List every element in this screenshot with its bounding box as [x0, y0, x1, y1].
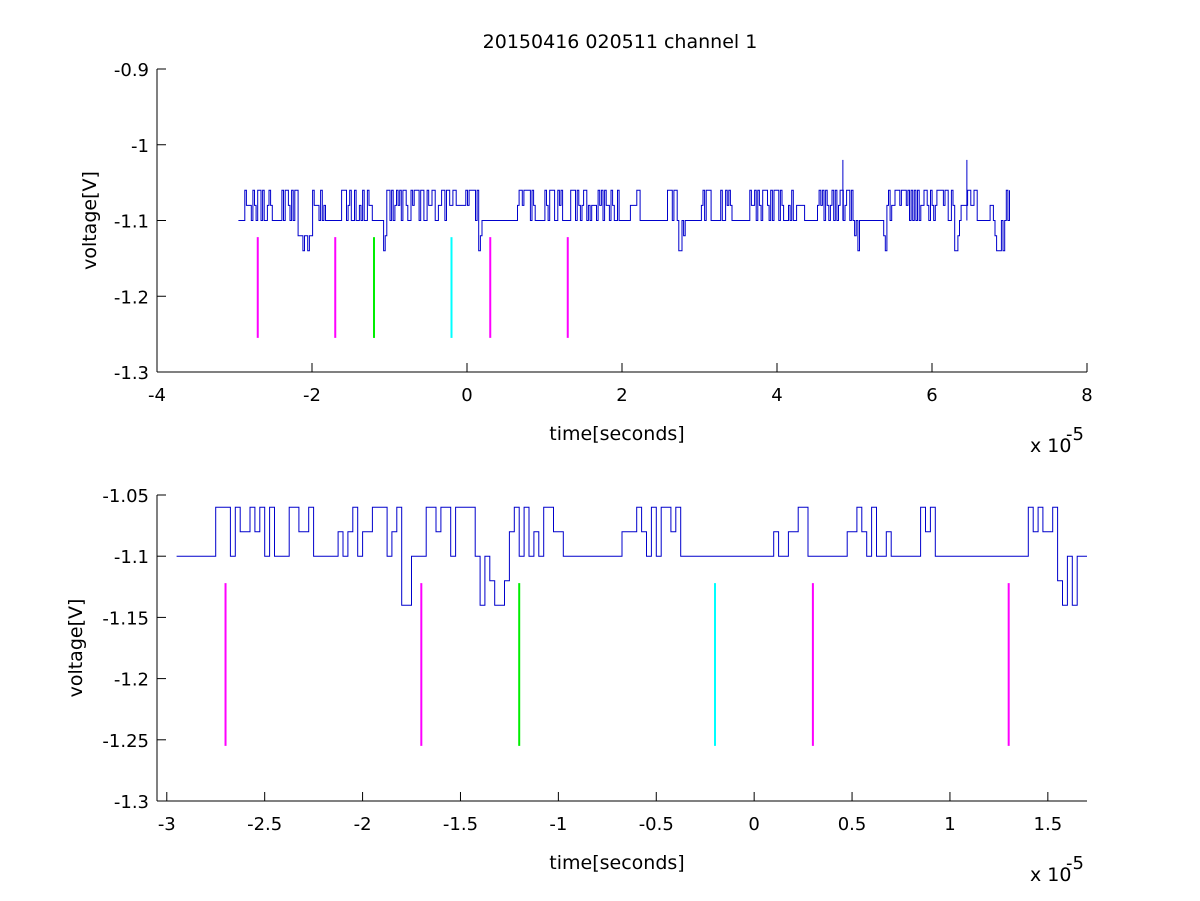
chart-title: 20150416 020511 channel 1	[483, 31, 758, 53]
x-axis-multiplier: x 10	[1030, 864, 1071, 886]
x-axis-multiplier: x 10	[1030, 435, 1071, 457]
x-tick-label: 1.5	[1034, 814, 1063, 835]
x-tick-label: 1	[944, 814, 955, 835]
x-tick-label: -0.5	[639, 814, 674, 835]
x-tick-label: 0	[748, 814, 759, 835]
x-tick-label: 0.5	[838, 814, 867, 835]
x-axis-label: time[seconds]	[549, 852, 684, 874]
y-tick-label: -1.1	[114, 547, 149, 568]
y-tick-label: -1.25	[102, 731, 149, 752]
x-tick-label: -2.5	[247, 814, 282, 835]
x-tick-label: 4	[771, 385, 782, 406]
x-tick-label: -1	[549, 814, 567, 835]
x-axis-multiplier-exponent: -5	[1066, 853, 1084, 874]
y-tick-label: -1.1	[114, 212, 149, 233]
y-tick-label: -1	[131, 136, 149, 157]
x-axis-label: time[seconds]	[549, 423, 684, 445]
y-tick-label: -1.2	[114, 287, 149, 308]
y-tick-label: -1.2	[114, 670, 149, 691]
x-axis-multiplier-exponent: -5	[1066, 424, 1084, 445]
y-axis-label: voltage[V]	[65, 599, 87, 698]
y-tick-label: -0.9	[114, 60, 149, 81]
x-tick-label: -2	[354, 814, 372, 835]
y-tick-label: -1.15	[102, 608, 149, 629]
top-plot: -4 -2 0 2 4 6 8 -1.3 -1.2 -1.1 -1 -0.9 time[seconds]…	[79, 60, 1093, 457]
y-tick-label: -1.3	[114, 363, 149, 384]
x-tick-label: -4	[148, 385, 166, 406]
y-axis-label: voltage[V]	[79, 171, 101, 270]
y-tick-label: -1.3	[114, 792, 149, 813]
x-tick-label: 8	[1081, 385, 1092, 406]
x-tick-label: -1.5	[443, 814, 478, 835]
x-tick-label: -3	[158, 814, 176, 835]
signal-trace	[238, 189, 1010, 252]
signal-trace	[176, 506, 1087, 606]
x-tick-label: 2	[616, 385, 627, 406]
bottom-plot: -3 -2.5 -2 -1.5 -1 -0.5 0 0.5 1 1.5 -1.3 -1.25 -1.2 -…	[65, 486, 1087, 886]
x-tick-label: 0	[461, 385, 472, 406]
x-tick-label: 6	[926, 385, 937, 406]
y-tick-label: -1.05	[102, 486, 149, 507]
x-tick-label: -2	[303, 385, 321, 406]
